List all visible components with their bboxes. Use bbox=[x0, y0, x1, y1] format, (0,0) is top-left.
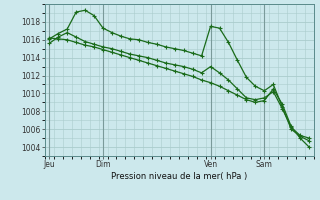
X-axis label: Pression niveau de la mer( hPa ): Pression niveau de la mer( hPa ) bbox=[111, 172, 247, 181]
